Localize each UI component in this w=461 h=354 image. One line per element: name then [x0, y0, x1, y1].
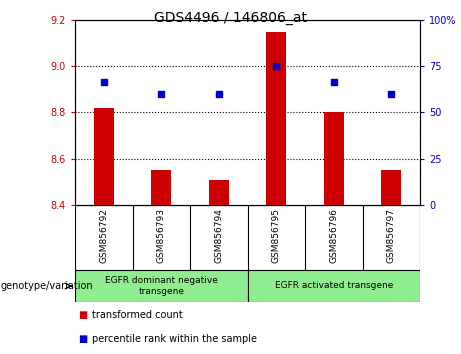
Bar [209, 179, 229, 205]
Text: percentile rank within the sample: percentile rank within the sample [92, 334, 257, 344]
Point [100, 80, 107, 85]
Text: GSM856797: GSM856797 [387, 208, 396, 263]
Text: GSM856794: GSM856794 [214, 208, 223, 263]
Text: EGFR activated transgene: EGFR activated transgene [275, 281, 393, 291]
Text: ■: ■ [78, 310, 88, 320]
Point [330, 80, 337, 85]
Bar [151, 170, 171, 205]
Point [158, 91, 165, 97]
Text: GSM856795: GSM856795 [272, 208, 281, 263]
Bar [248, 270, 420, 302]
Point [272, 63, 280, 69]
Bar [381, 170, 402, 205]
Bar [324, 113, 344, 205]
Point [388, 91, 395, 97]
Text: genotype/variation: genotype/variation [1, 281, 94, 291]
Point [215, 91, 223, 97]
Bar [266, 32, 286, 205]
Text: GSM856796: GSM856796 [329, 208, 338, 263]
Text: ■: ■ [78, 334, 88, 344]
Bar [94, 108, 114, 205]
Text: GSM856792: GSM856792 [99, 208, 108, 263]
Text: GSM856793: GSM856793 [157, 208, 166, 263]
Text: GDS4496 / 146806_at: GDS4496 / 146806_at [154, 11, 307, 25]
Text: EGFR dominant negative
transgene: EGFR dominant negative transgene [105, 276, 218, 296]
Text: transformed count: transformed count [92, 310, 183, 320]
Bar [75, 270, 248, 302]
